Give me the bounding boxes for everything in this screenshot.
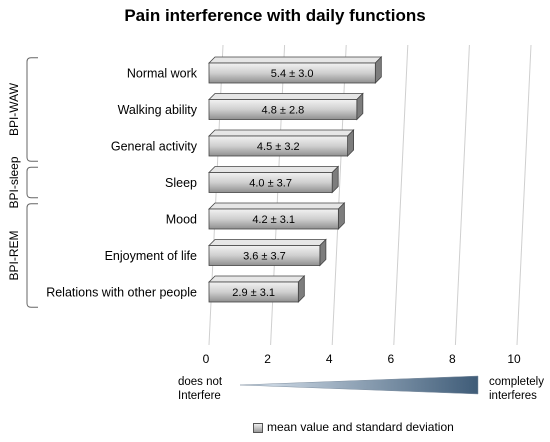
category-label: Mood: [166, 213, 197, 227]
bar-top-face: [208, 56, 383, 64]
gridline: [516, 44, 532, 346]
x-tick-label: 2: [264, 352, 271, 366]
bar-value-label: 4.8 ± 2.8: [262, 105, 305, 117]
bar: 3.6 ± 3.7: [208, 238, 327, 267]
legend-swatch: [253, 422, 263, 433]
bar: 4.2 ± 3.1: [208, 202, 346, 230]
scale-left-line-1: does not: [178, 376, 223, 388]
bracket-line: [26, 57, 38, 162]
category-label: Walking ability: [118, 103, 198, 117]
bar-top-face: [208, 93, 364, 100]
bar: 5.4 ± 3.0: [208, 56, 383, 84]
gridline: [393, 44, 409, 346]
category-label: Sleep: [165, 176, 197, 190]
scale-right-line-1: completely: [489, 376, 544, 388]
bar-value-label: 5.4 ± 3.0: [271, 68, 314, 80]
scale-left-line-2: Interfere: [178, 390, 221, 402]
bar-top-face: [208, 202, 346, 210]
bar: 2.9 ± 3.1: [208, 275, 306, 303]
category-label: General activity: [111, 140, 198, 154]
bar: 4.5 ± 3.2: [208, 129, 355, 157]
bar-value-label: 4.2 ± 3.1: [252, 214, 295, 226]
bar-value-label: 4.0 ± 3.7: [249, 178, 292, 190]
x-tick-label: 6: [387, 352, 394, 366]
gridline: [331, 44, 347, 346]
x-tick-label: 8: [449, 352, 456, 366]
bar-front-face: [208, 99, 358, 120]
legend-label: mean value and standard deviation: [267, 420, 454, 434]
bar-top-face: [208, 239, 327, 246]
bracket-line: [26, 203, 38, 308]
group-label: BPI-WAW: [7, 82, 21, 136]
bar-top-face: [208, 166, 340, 173]
bar-top-face: [208, 275, 306, 283]
group-bracket: BPI-WAW: [7, 57, 38, 162]
scale-right-label: completely interferes: [489, 375, 544, 403]
x-tick-label: 10: [507, 352, 521, 366]
gridline: [454, 44, 470, 346]
chart-title: Pain interference with daily functions: [124, 6, 426, 25]
group-label: BPI-sleep: [7, 156, 21, 208]
category-label: Enjoyment of life: [105, 249, 197, 263]
bar-value-label: 3.6 ± 3.7: [243, 251, 286, 263]
legend: mean value and standard deviation: [253, 420, 454, 434]
scale-right-line-2: interferes: [489, 390, 537, 402]
x-tick-label: 0: [203, 352, 210, 366]
group-bracket: BPI-sleep: [7, 156, 38, 209]
category-label: Normal work: [127, 67, 198, 81]
bar: 4.0 ± 3.7: [208, 165, 340, 194]
bar-value-label: 4.5 ± 3.2: [257, 141, 300, 153]
bar-value-label: 2.9 ± 3.1: [232, 287, 275, 299]
bracket-line: [26, 166, 38, 199]
group-bracket: BPI-REM: [7, 203, 38, 308]
scale-left-label: does not Interfere: [178, 375, 222, 403]
group-label: BPI-REM: [7, 230, 21, 280]
interference-scale-wedge: [239, 375, 479, 395]
bar-front-face: [208, 135, 349, 157]
bar-front-face: [208, 208, 339, 230]
bar-front-face: [208, 62, 376, 84]
category-label: Relations with other people: [46, 286, 197, 300]
bar-front-face: [208, 245, 321, 266]
x-tick-label: 4: [326, 352, 333, 366]
bar-top-face: [208, 129, 355, 137]
bar-front-face: [208, 281, 299, 303]
bar: 4.8 ± 2.8: [208, 92, 364, 121]
bar-front-face: [208, 172, 333, 193]
